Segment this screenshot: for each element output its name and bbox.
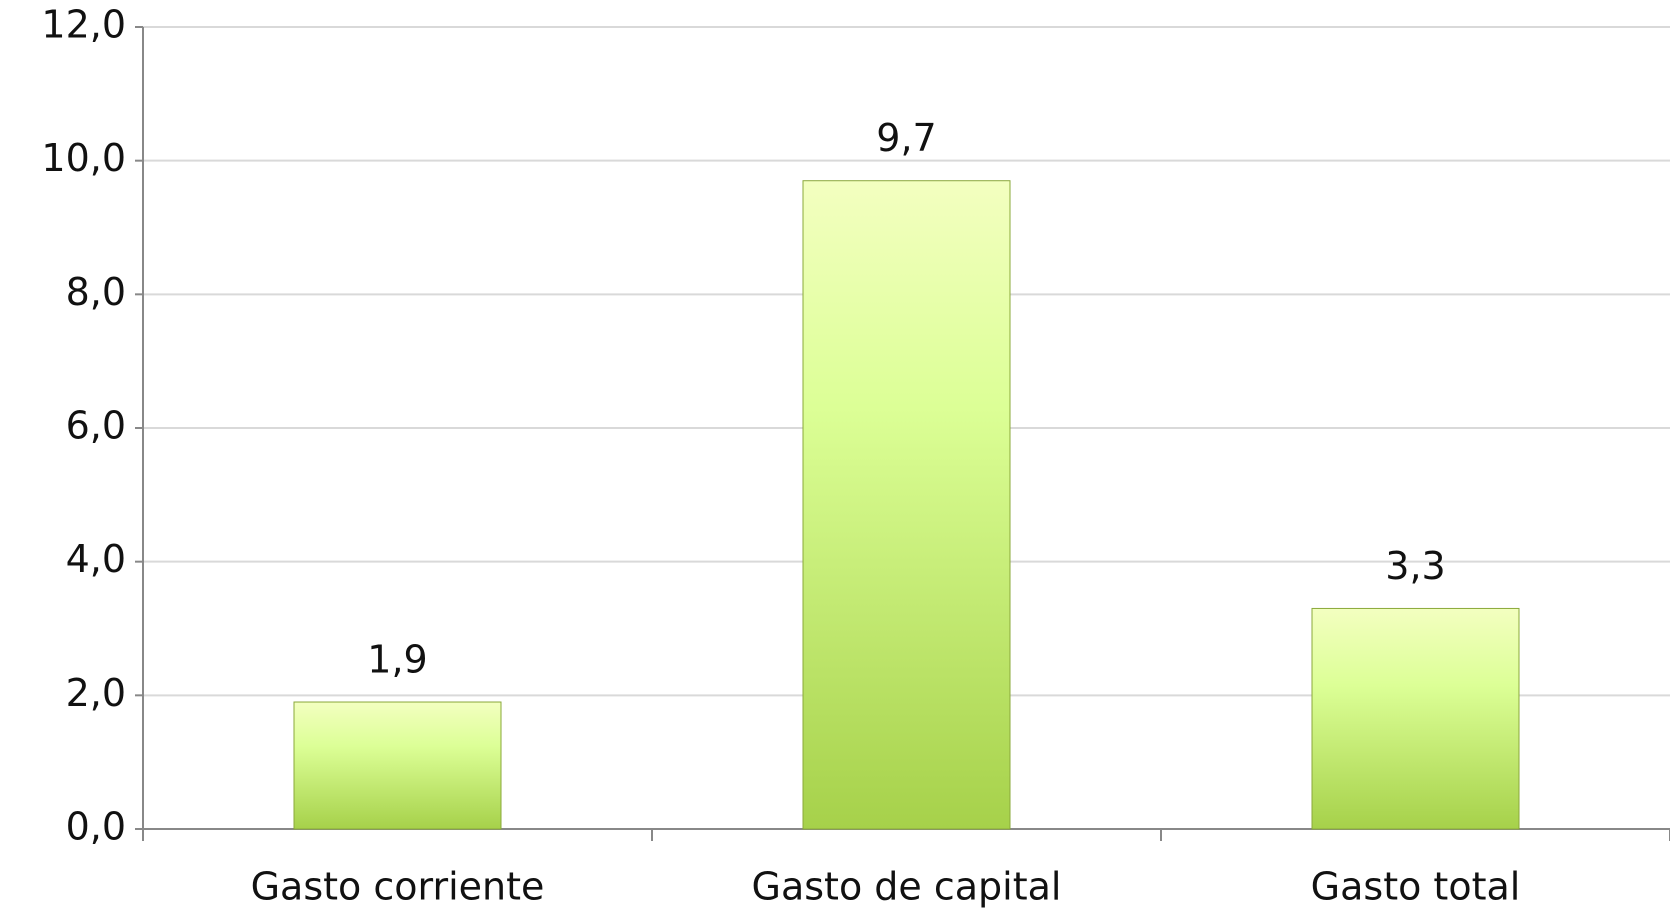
bar <box>293 701 502 830</box>
x-tick-label: Gasto corriente <box>251 865 545 909</box>
y-tick-label: 8,0 <box>66 270 126 314</box>
y-tick-label: 12,0 <box>41 3 126 47</box>
data-label: 9,7 <box>876 116 936 160</box>
y-tick-label: 10,0 <box>41 136 126 180</box>
bar <box>1311 607 1520 830</box>
y-tick-label: 0,0 <box>66 805 126 849</box>
y-tick-label: 4,0 <box>66 537 126 581</box>
data-label: 1,9 <box>367 638 427 682</box>
y-tick-label: 2,0 <box>66 671 126 715</box>
y-tick-label: 6,0 <box>66 404 126 448</box>
bar <box>802 180 1011 830</box>
x-tick-label: Gasto de capital <box>752 865 1062 909</box>
data-label: 3,3 <box>1385 544 1445 588</box>
x-tick-label: Gasto total <box>1311 865 1521 909</box>
